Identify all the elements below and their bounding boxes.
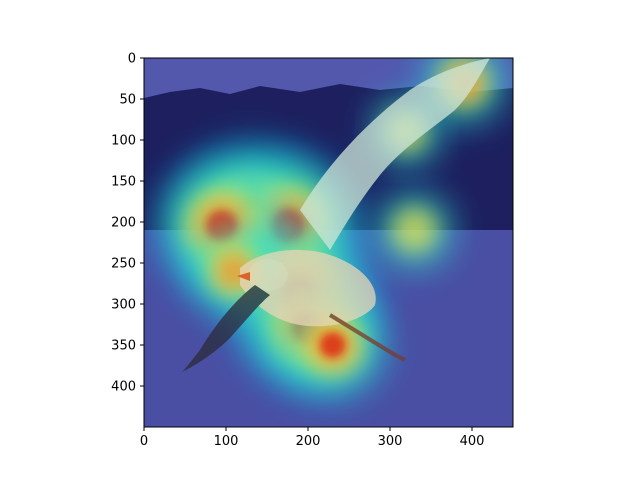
bird-lower-wing xyxy=(182,285,270,372)
y-tick-label: 200 xyxy=(111,216,136,231)
y-tick-label: 250 xyxy=(111,257,136,272)
heat-hotspot xyxy=(319,332,346,358)
bird-legs xyxy=(328,313,406,362)
y-axis: 0 50 100 150 200 250 300 350 400 xyxy=(111,52,144,395)
heat-hotspot xyxy=(393,208,436,252)
x-axis: 0 100 200 300 400 xyxy=(140,427,485,449)
bird-figure xyxy=(182,58,490,372)
x-tick-label: 300 xyxy=(378,434,403,449)
y-tick-label: 0 xyxy=(128,52,136,67)
bird-beak xyxy=(237,272,250,281)
y-tick-label: 50 xyxy=(119,93,136,108)
x-tick-label: 200 xyxy=(296,434,321,449)
bird-head xyxy=(248,259,288,291)
bird-upper-wing xyxy=(300,58,490,250)
x-tick-label: 0 xyxy=(140,434,148,449)
y-tick-label: 350 xyxy=(111,339,136,354)
x-tick-label: 100 xyxy=(214,434,239,449)
y-tick-label: 400 xyxy=(111,380,136,395)
y-tick-label: 100 xyxy=(111,134,136,149)
plot-frame xyxy=(143,57,514,428)
y-tick-label: 300 xyxy=(111,298,136,313)
y-tick-label: 150 xyxy=(111,175,136,190)
x-tick-label: 400 xyxy=(460,434,485,449)
plot-image xyxy=(144,58,513,427)
